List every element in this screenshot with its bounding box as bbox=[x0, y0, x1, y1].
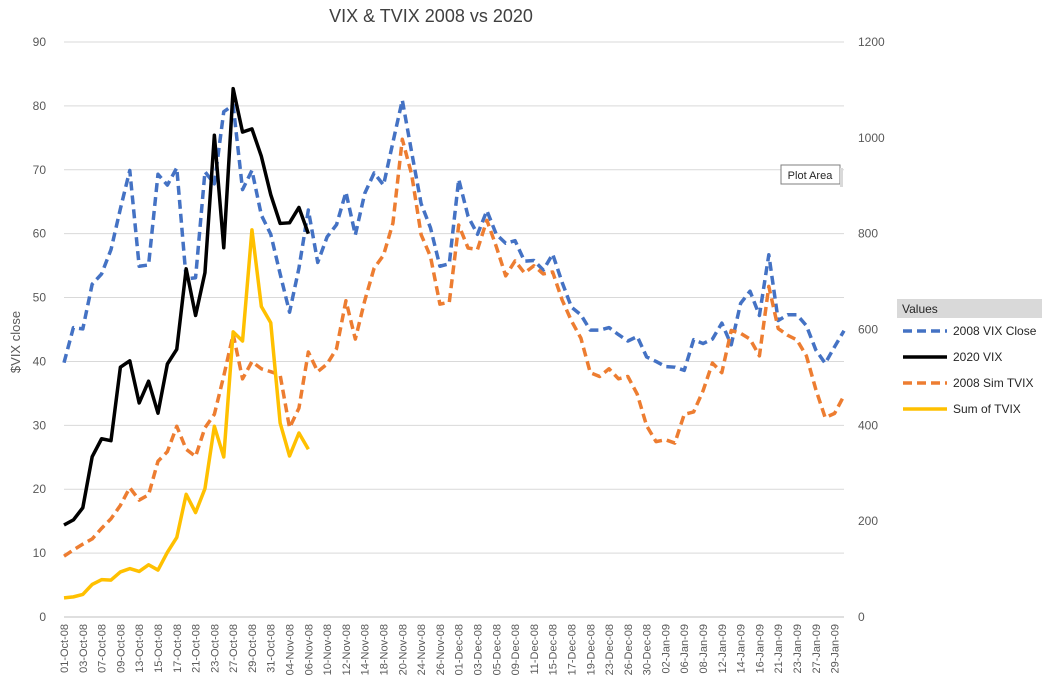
right-axis-ticks: 0 200 400 600 800 1000 1200 bbox=[858, 35, 885, 624]
x-tick-label: 18-Nov-08 bbox=[379, 624, 391, 675]
legend-item: 2008 Sim TVIX bbox=[903, 376, 1033, 390]
x-tick-label: 14-Nov-08 bbox=[360, 624, 372, 675]
x-tick-label: 20-Nov-08 bbox=[397, 624, 409, 675]
right-tick-label: 1000 bbox=[858, 131, 885, 145]
x-tick-label: 03-Dec-08 bbox=[472, 624, 484, 675]
left-tick-label: 10 bbox=[33, 546, 47, 560]
x-tick-label: 27-Oct-08 bbox=[228, 624, 240, 673]
right-tick-label: 200 bbox=[858, 514, 878, 528]
x-tick-label: 29-Jan-09 bbox=[830, 624, 842, 674]
legend-label: 2020 VIX bbox=[953, 350, 1002, 364]
plot-area-tag-shadow bbox=[840, 168, 843, 187]
chart-title: VIX & TVIX 2008 vs 2020 bbox=[329, 6, 533, 26]
x-tick-label: 12-Nov-08 bbox=[341, 624, 353, 675]
x-tick-label: 03-Oct-08 bbox=[78, 624, 90, 673]
legend-label: 2008 Sim TVIX bbox=[953, 376, 1033, 390]
x-tick-label: 06-Jan-09 bbox=[679, 624, 691, 674]
x-tick-label: 14-Jan-09 bbox=[736, 624, 748, 674]
x-tick-label: 29-Oct-08 bbox=[247, 624, 259, 673]
x-axis-ticks: 01-Oct-08 03-Oct-08 07-Oct-08 09-Oct-08 13-O… bbox=[59, 616, 844, 675]
legend-item: 2020 VIX bbox=[903, 350, 1002, 364]
x-tick-label: 11-Dec-08 bbox=[529, 624, 541, 675]
x-tick-label: 01-Oct-08 bbox=[59, 624, 71, 673]
x-tick-label: 21-Oct-08 bbox=[191, 624, 203, 673]
right-tick-label: 800 bbox=[858, 227, 878, 241]
x-tick-label: 19-Dec-08 bbox=[585, 624, 597, 675]
x-tick-label: 05-Dec-08 bbox=[491, 624, 503, 675]
left-tick-label: 40 bbox=[33, 354, 47, 368]
left-tick-label: 30 bbox=[33, 418, 47, 432]
x-tick-label: 23-Dec-08 bbox=[604, 624, 616, 675]
x-tick-label: 04-Nov-08 bbox=[285, 624, 297, 675]
gridlines bbox=[64, 41, 844, 618]
x-tick-label: 31-Oct-08 bbox=[266, 624, 278, 673]
right-tick-label: 400 bbox=[858, 418, 878, 432]
x-tick-label: 01-Dec-08 bbox=[454, 624, 466, 675]
left-tick-label: 20 bbox=[33, 482, 47, 496]
left-tick-label: 70 bbox=[33, 163, 47, 177]
left-axis-ticks: 0 10 20 30 40 50 60 70 80 90 bbox=[33, 35, 47, 624]
x-tick-label: 07-Oct-08 bbox=[97, 624, 109, 673]
legend: Values 2008 VIX Close 2020 VIX 2008 Sim TV… bbox=[897, 299, 1042, 416]
right-tick-label: 0 bbox=[858, 610, 865, 624]
left-tick-label: 80 bbox=[33, 99, 47, 113]
x-tick-label: 02-Jan-09 bbox=[660, 624, 672, 674]
left-tick-label: 50 bbox=[33, 291, 47, 305]
legend-label: Sum of TVIX bbox=[953, 402, 1021, 416]
x-tick-label: 21-Jan-09 bbox=[773, 624, 785, 674]
x-tick-label: 27-Jan-09 bbox=[811, 624, 823, 674]
legend-item: 2008 VIX Close bbox=[903, 324, 1037, 338]
legend-header-bg bbox=[897, 299, 1042, 318]
series-line-sum-of-tvix bbox=[63, 228, 310, 600]
series-layer bbox=[62, 86, 846, 600]
left-tick-label: 90 bbox=[33, 35, 47, 49]
x-tick-label: 09-Dec-08 bbox=[510, 624, 522, 675]
right-tick-label: 600 bbox=[858, 323, 878, 337]
x-tick-label: 30-Dec-08 bbox=[642, 624, 654, 675]
x-tick-label: 16-Jan-09 bbox=[754, 624, 766, 674]
legend-item: Sum of TVIX bbox=[903, 402, 1021, 416]
right-tick-label: 1200 bbox=[858, 35, 885, 49]
plot-area-tag: Plot Area bbox=[780, 164, 843, 187]
legend-items: 2008 VIX Close 2020 VIX 2008 Sim TVIX Sum o… bbox=[903, 324, 1037, 416]
series-line-2008-sim-tvix bbox=[63, 137, 846, 558]
legend-label: 2008 VIX Close bbox=[953, 324, 1037, 338]
left-tick-label: 60 bbox=[33, 227, 47, 241]
series-line-2008-vix-close bbox=[62, 98, 846, 373]
x-tick-label: 17-Oct-08 bbox=[172, 624, 184, 673]
x-tick-label: 26-Dec-08 bbox=[623, 624, 635, 675]
x-tick-label: 23-Oct-08 bbox=[209, 624, 221, 673]
x-tick-label: 24-Nov-08 bbox=[416, 624, 428, 675]
x-tick-label: 09-Oct-08 bbox=[115, 624, 127, 673]
plot-area-tag-text: Plot Area bbox=[788, 170, 834, 182]
x-tick-label: 06-Nov-08 bbox=[303, 624, 315, 675]
x-tick-label: 15-Dec-08 bbox=[548, 624, 560, 675]
x-tick-label: 10-Nov-08 bbox=[322, 624, 334, 675]
x-tick-label: 13-Oct-08 bbox=[134, 624, 146, 673]
x-tick-label: 15-Oct-08 bbox=[153, 624, 165, 673]
y-axis-label: $VIX close bbox=[8, 311, 23, 373]
x-tick-label: 08-Jan-09 bbox=[698, 624, 710, 674]
x-tick-label: 26-Nov-08 bbox=[435, 624, 447, 675]
series-line-2020-vix bbox=[63, 86, 310, 527]
legend-title: Values bbox=[902, 302, 938, 316]
x-tick-label: 17-Dec-08 bbox=[566, 624, 578, 675]
left-tick-label: 0 bbox=[39, 610, 46, 624]
x-tick-label: 12-Jan-09 bbox=[717, 624, 729, 674]
x-tick-label: 23-Jan-09 bbox=[792, 624, 804, 674]
